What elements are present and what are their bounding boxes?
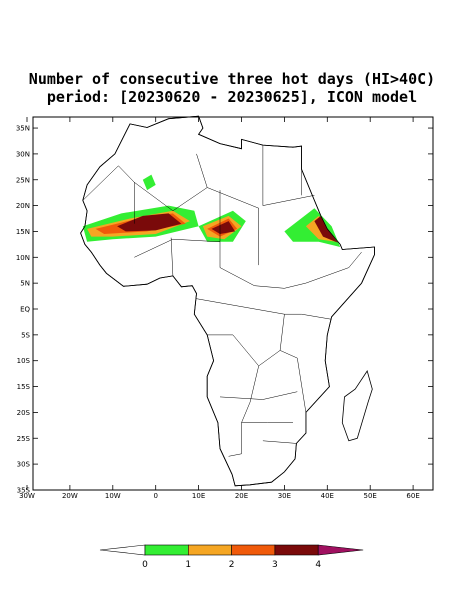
lat-tick-label: 25S xyxy=(17,435,31,443)
title-line: Number of consecutive three hot days (HI… xyxy=(29,70,435,88)
lat-tick-label: 25N xyxy=(16,176,30,184)
map xyxy=(80,115,375,487)
border xyxy=(207,334,259,367)
lon-tick-label: 10W xyxy=(105,492,121,500)
heat-area xyxy=(117,213,182,232)
heat-area xyxy=(314,215,338,243)
border xyxy=(82,165,135,224)
lon-tick-label: 20E xyxy=(235,492,248,500)
heat-area xyxy=(142,174,156,191)
colorbar-end xyxy=(317,544,364,556)
lon-tick-label: 30W xyxy=(19,492,35,500)
border xyxy=(219,190,362,289)
colorbar-label: 2 xyxy=(229,560,235,570)
lat-tick-label: 20S xyxy=(17,409,31,417)
colorbar-segment xyxy=(274,544,319,556)
border xyxy=(219,391,298,400)
lon-tick-label: 60E xyxy=(406,492,419,500)
lon-tick-label: 20W xyxy=(62,492,78,500)
colorbar-label: 1 xyxy=(185,560,191,570)
heat-area xyxy=(211,221,236,234)
lat-tick-label: 15N xyxy=(16,228,30,236)
colorbar-label: 4 xyxy=(315,560,321,570)
lat-tick-label: 10S xyxy=(17,357,31,365)
map-frame xyxy=(32,116,434,491)
colorbar-label: 0 xyxy=(142,560,148,570)
lat-tick-label: 5S xyxy=(21,331,30,339)
border xyxy=(170,237,174,276)
lat-tick-label: 10N xyxy=(16,254,30,262)
lat-tick-label: 30N xyxy=(16,150,30,158)
border xyxy=(196,153,208,188)
lat-tick-label: 5N xyxy=(20,280,30,288)
coastline xyxy=(80,115,375,487)
lon-tick-label: 40E xyxy=(321,492,334,500)
lat-tick-label: 35N xyxy=(16,125,30,133)
lat-tick-label: 20N xyxy=(16,202,30,210)
lat-tick-label: 30S xyxy=(17,461,31,469)
border xyxy=(279,350,307,413)
border xyxy=(134,238,221,258)
land xyxy=(80,115,375,487)
lat-tick-label: 15S xyxy=(17,383,31,391)
lon-tick-label: 30E xyxy=(278,492,291,500)
border xyxy=(262,145,315,206)
colorbar-segment xyxy=(231,544,276,556)
lon-tick-label: 0 xyxy=(153,492,157,500)
colorbar-segment xyxy=(188,544,232,556)
colorbar-segment xyxy=(144,544,189,556)
lon-tick-label: 10E xyxy=(192,492,205,500)
border xyxy=(262,440,297,444)
colorbar: 0 1 2 3 4 xyxy=(99,544,364,570)
island xyxy=(341,370,373,442)
title-line: period: [20230620 - 20230625], ICON mode… xyxy=(47,88,417,106)
border xyxy=(284,313,332,320)
colorbar-end xyxy=(99,544,146,556)
lon-tick-label: 50E xyxy=(364,492,377,500)
lat-tick-label: 35S xyxy=(17,486,31,494)
border xyxy=(196,298,285,457)
lat-tick-label: EQ xyxy=(20,306,30,314)
colorbar-label: 3 xyxy=(272,560,278,570)
